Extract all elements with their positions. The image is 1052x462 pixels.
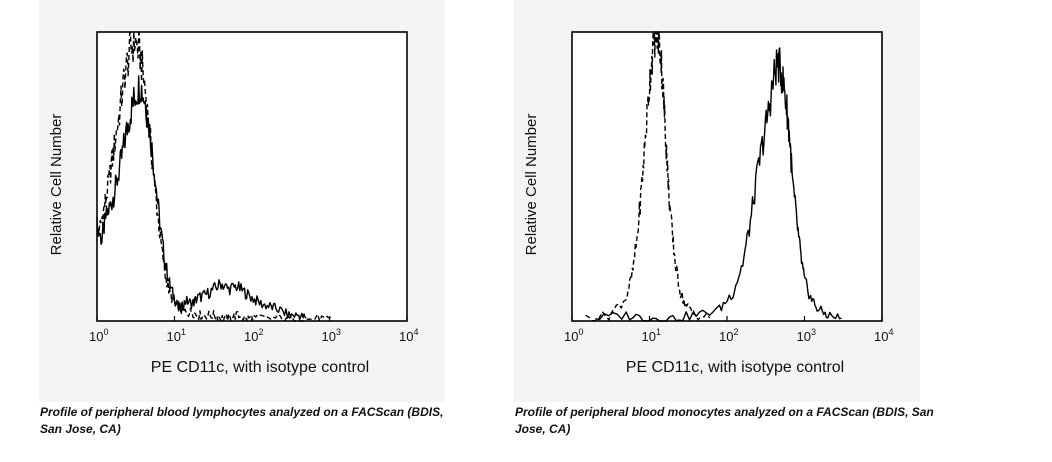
y-axis-label: Relative Cell Number [48, 114, 65, 256]
plot-frame [571, 31, 883, 322]
x-tick-label: 104 [399, 327, 418, 344]
x-tick-label: 103 [797, 327, 816, 344]
histogram-panel-monocytes: 100 101 102 103 104 PE CD11c, with isotype co… [514, 0, 920, 402]
isotype-control-series-line [585, 31, 711, 322]
x-tick-label: 100 [89, 327, 108, 344]
isotype-control-series-line [96, 31, 334, 322]
cd11c-series-line [96, 75, 307, 321]
histogram-chart: 100 101 102 103 104 PE CD11c, with isotype co… [48, 31, 418, 376]
x-tick-label: 103 [322, 327, 341, 344]
x-tick-label: 104 [874, 327, 893, 344]
x-tick-label: 102 [244, 327, 263, 344]
x-tick-label: 101 [167, 327, 186, 344]
histogram-chart: 100 101 102 103 104 PE CD11c, with isotype co… [523, 31, 893, 376]
x-tick-label: 100 [564, 327, 583, 344]
cd11c-series-line [595, 47, 842, 322]
x-tick-label: 102 [719, 327, 738, 344]
x-axis-label: PE CD11c, with isotype control [626, 359, 844, 376]
plot-frame [96, 31, 408, 322]
x-tick-label: 101 [642, 327, 661, 344]
figure-caption: Profile of peripheral blood lymphocytes … [40, 405, 444, 436]
x-axis-label: PE CD11c, with isotype control [151, 359, 369, 376]
y-axis-label: Relative Cell Number [523, 114, 540, 256]
histogram-panel-lymphocytes: 100 101 102 103 104 PE CD11c, with isotype co… [39, 0, 445, 402]
figure-caption: Profile of peripheral blood monocytes an… [515, 405, 934, 436]
